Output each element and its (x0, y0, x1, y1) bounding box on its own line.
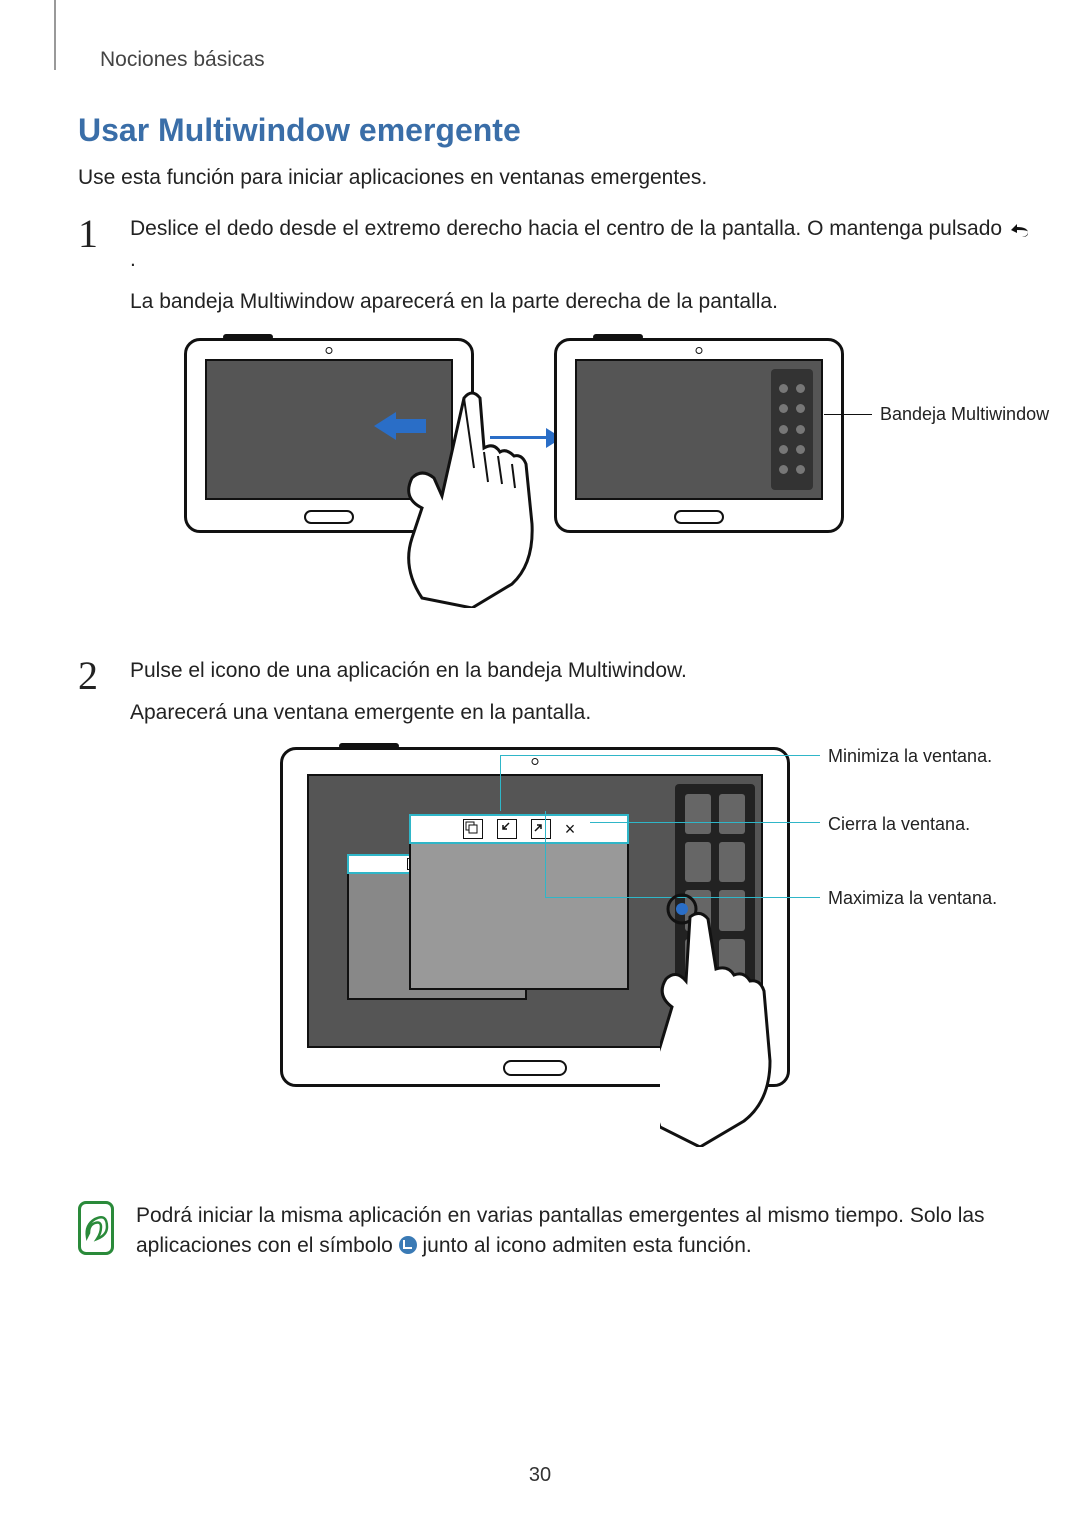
leader-line (545, 811, 546, 897)
note-text-b: junto al icono admiten esta función. (423, 1234, 752, 1257)
callout-tray: Bandeja Multiwindow (824, 404, 1049, 425)
step-number: 1 (78, 214, 112, 254)
tablet-before (184, 338, 474, 533)
intro-text: Use esta función para iniciar aplicacion… (78, 163, 1000, 192)
page-number: 30 (529, 1464, 551, 1487)
callout-close-label: Cierra la ventana. (828, 813, 970, 836)
leader-line (500, 755, 820, 756)
callout-minimize-label: Minimiza la ventana. (828, 745, 992, 768)
callout-maximize: Maximiza la ventana. (828, 887, 997, 910)
step-2: 2 Pulse el icono de una aplicación en la… (78, 656, 1000, 1177)
tablet-popup: × (280, 747, 790, 1087)
step-1-tail: . (130, 248, 136, 271)
back-icon (1008, 217, 1034, 240)
breadcrumb: Nociones básicas (100, 48, 1000, 72)
swipe-arrow-icon (374, 412, 426, 440)
note-box: Podrá iniciar la misma aplicación en var… (78, 1201, 1000, 1262)
transition-arrow-icon (490, 428, 562, 448)
popup-window-large: × (409, 814, 629, 984)
leader-line (500, 755, 501, 811)
page-side-rule (54, 0, 56, 70)
minimize-icon (497, 819, 517, 839)
multiwindow-tray (771, 369, 813, 490)
callout-maximize-label: Maximiza la ventana. (828, 887, 997, 910)
callout-minimize: Minimiza la ventana. (828, 745, 992, 768)
leader-line (590, 822, 820, 823)
close-icon: × (565, 820, 576, 838)
step-1-text: Deslice el dedo desde el extremo derecho… (130, 214, 1044, 275)
note-icon (78, 1201, 114, 1255)
figure-swipe: Bandeja Multiwindow (184, 338, 1044, 598)
leader-line (545, 897, 820, 898)
tablet-after (554, 338, 844, 533)
note-text: Podrá iniciar la misma aplicación en var… (136, 1201, 1000, 1262)
step-1: 1 Deslice el dedo desde el extremo derec… (78, 214, 1000, 637)
step-number: 2 (78, 656, 112, 696)
step-2-text: Pulse el icono de una aplicación en la b… (130, 656, 1040, 686)
callout-close: Cierra la ventana. (828, 813, 970, 836)
dual-launch-icon (399, 1236, 417, 1254)
step-1-text-a: Deslice el dedo desde el extremo derecho… (130, 217, 1008, 240)
maximize-icon (531, 819, 551, 839)
figure-popup: × (280, 747, 1040, 1147)
step-2-sub: Aparecerá una ventana emergente en la pa… (130, 698, 1040, 728)
callout-tray-label: Bandeja Multiwindow (880, 404, 1049, 425)
pin-icon (463, 819, 483, 839)
step-1-sub: La bandeja Multiwindow aparecerá en la p… (130, 287, 1044, 317)
section-heading: Usar Multiwindow emergente (78, 112, 1000, 149)
